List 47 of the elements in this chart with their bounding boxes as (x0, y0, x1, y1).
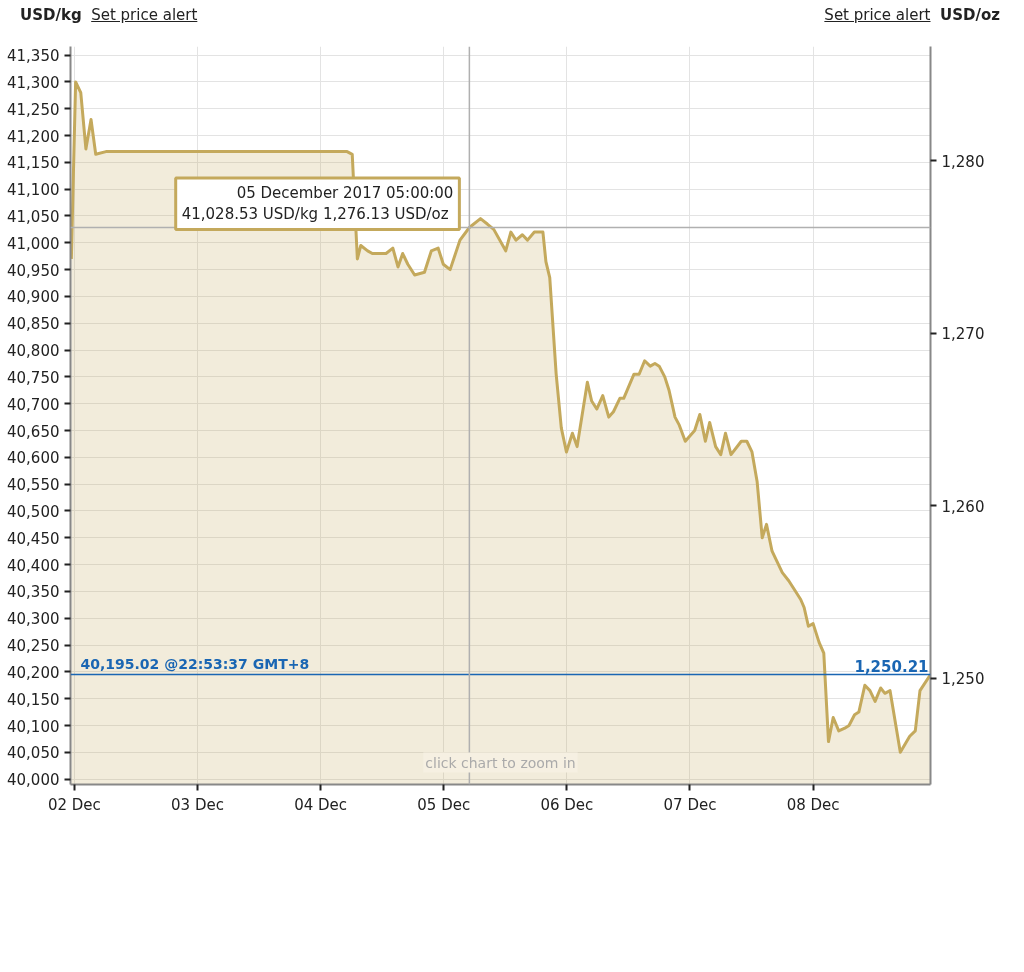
y-tick-label: 40,800 (7, 342, 60, 361)
x-tick-label: 06 Dec (540, 795, 594, 814)
x-tick-label: 07 Dec (663, 795, 717, 814)
y2-tick-label: 1,250 (941, 670, 985, 689)
y-tick-label: 41,150 (7, 154, 60, 173)
y-tick-label: 40,550 (7, 476, 60, 495)
y-tick-label: 40,700 (7, 395, 60, 414)
text: Set price alert (91, 6, 198, 24)
x-tick-label: 03 Dec (171, 795, 224, 814)
y-tick-label: 40,750 (7, 368, 60, 387)
y-tick-label: 41,350 (7, 47, 60, 66)
y-tick-label: 40,650 (7, 422, 60, 441)
y2-tick-label: 1,280 (941, 152, 985, 171)
x-tick-label: 05 Dec (417, 795, 471, 814)
y-tick-label: 40,100 (7, 717, 60, 736)
x-tick-label: 02 Dec (47, 795, 101, 814)
y-tick-label: 40,350 (7, 583, 60, 602)
y-tick-label: 41,300 (7, 73, 60, 92)
y-tick-label: 40,250 (7, 637, 60, 656)
y2-tick-label: 1,260 (941, 497, 985, 516)
y-axis-title: USD/kg (20, 6, 82, 24)
y-tick-label: 40,950 (7, 261, 60, 280)
y-tick-label: 41,200 (7, 127, 60, 146)
ref-line-label: 40,195.02 @22:53:37 GMT+8 (80, 655, 310, 672)
annotation: 05 December 2017 05:00:00 41,028.53 USD/kg 1,276.13 USD/oz (181, 183, 454, 224)
y-tick-label: 40,300 (7, 610, 60, 629)
y-tick-label: 40,150 (7, 690, 60, 709)
x-tick-label: 08 Dec (786, 795, 840, 814)
y-tick-label: 40,850 (7, 315, 60, 334)
y-tick-label: 40,900 (7, 288, 60, 307)
y-tick-label: 41,050 (7, 207, 60, 226)
annotation: 1,250.21 (854, 657, 929, 676)
y-tick-label: 40,050 (7, 744, 60, 763)
y-tick-label: 40,450 (7, 529, 60, 548)
y-tick-label: 41,000 (7, 234, 60, 253)
y-tick-label: 41,250 (7, 100, 60, 119)
y-tick-label: 40,400 (7, 556, 60, 575)
y-tick-label: 40,500 (7, 502, 60, 521)
y-tick-label: 40,000 (7, 771, 60, 790)
y-tick-label: 41,100 (7, 181, 60, 200)
y-tick-label: 40,600 (7, 449, 60, 468)
y2-axis-title: USD/oz (940, 6, 1000, 24)
annotation: click chart to zoom in (425, 754, 576, 771)
y2-tick-label: 1,270 (941, 325, 985, 344)
x-tick-label: 04 Dec (294, 795, 348, 814)
text: Set price alert (824, 6, 931, 24)
y-tick-label: 40,200 (7, 663, 60, 682)
